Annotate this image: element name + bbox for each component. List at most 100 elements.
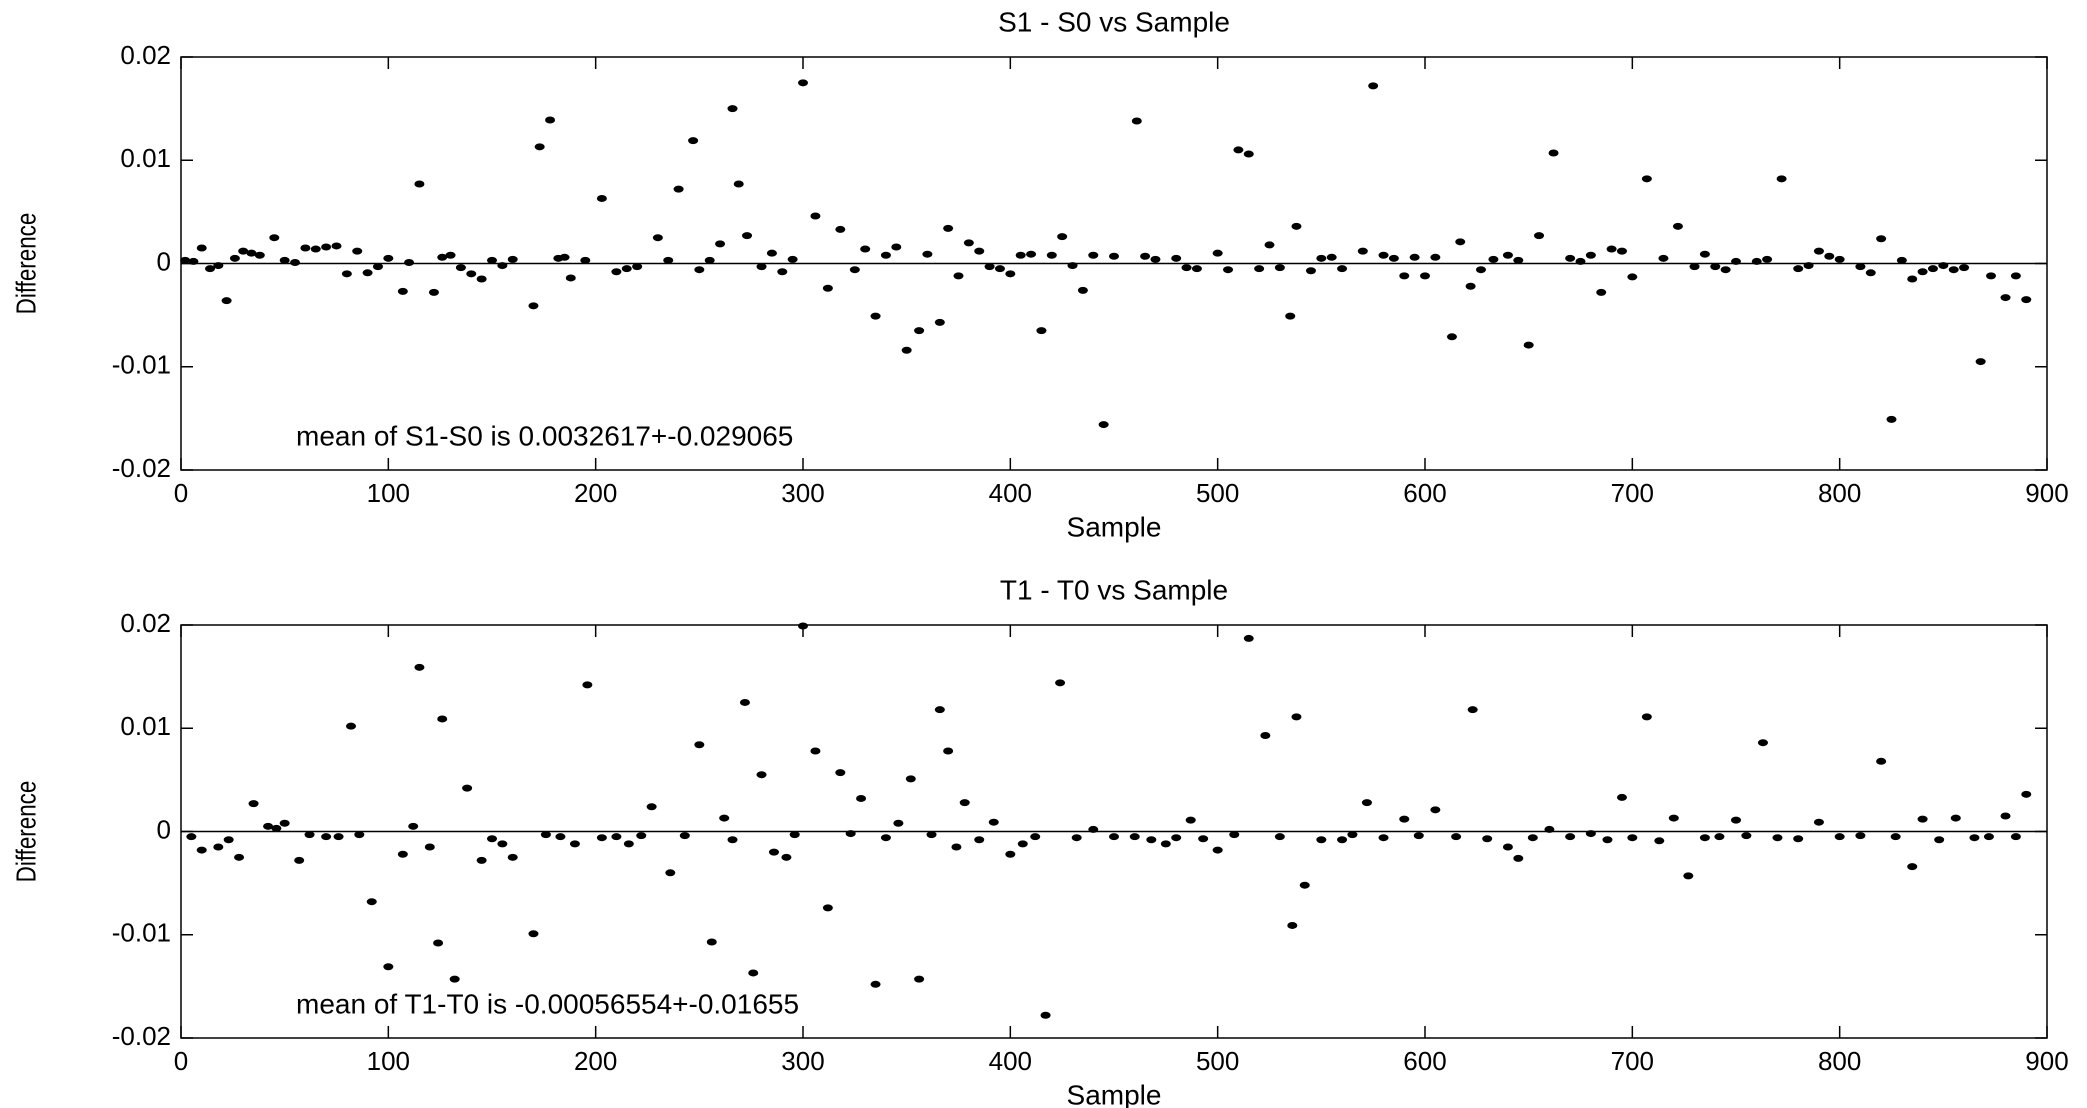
point xyxy=(1212,249,1223,257)
point xyxy=(2010,833,2021,841)
point xyxy=(1098,421,1109,429)
point xyxy=(715,240,726,248)
point xyxy=(880,251,891,259)
point xyxy=(1413,832,1424,840)
point xyxy=(1361,799,1372,807)
point xyxy=(673,185,684,193)
point xyxy=(1088,251,1099,259)
point xyxy=(352,247,363,255)
point xyxy=(704,256,715,264)
point xyxy=(1575,257,1586,265)
point xyxy=(186,833,197,841)
point xyxy=(1299,881,1310,889)
point xyxy=(856,794,867,802)
point xyxy=(756,263,767,271)
point xyxy=(300,244,311,252)
point xyxy=(742,232,753,240)
point xyxy=(1347,831,1358,839)
point xyxy=(733,180,744,188)
point xyxy=(1907,275,1918,283)
x-tick-label: 800 xyxy=(1818,478,1861,508)
x-tick-label: 0 xyxy=(174,478,188,508)
point xyxy=(424,843,435,851)
point xyxy=(951,843,962,851)
point xyxy=(1036,327,1047,335)
point xyxy=(213,843,224,851)
point xyxy=(1088,825,1099,833)
point xyxy=(1185,816,1196,824)
x-tick-label: 500 xyxy=(1196,1046,1239,1076)
point xyxy=(822,904,833,912)
point xyxy=(1534,232,1545,240)
point xyxy=(1757,739,1768,747)
point xyxy=(582,681,593,689)
x-tick-label: 700 xyxy=(1611,478,1654,508)
point xyxy=(528,302,539,310)
point xyxy=(294,856,305,864)
point xyxy=(213,262,224,270)
point xyxy=(1876,235,1887,243)
point xyxy=(860,245,871,253)
point xyxy=(1243,634,1254,642)
point xyxy=(2021,296,2032,304)
point xyxy=(901,346,912,354)
x-tick-label: 900 xyxy=(2025,478,2068,508)
point xyxy=(1793,265,1804,273)
y-tick-label: -0.02 xyxy=(112,453,171,483)
point xyxy=(310,245,321,253)
point xyxy=(1917,815,1928,823)
point xyxy=(445,251,456,259)
point xyxy=(1071,834,1082,842)
annotation: mean of T1-T0 is -0.00056554+-0.01655 xyxy=(296,988,799,1019)
point xyxy=(1513,256,1524,264)
point xyxy=(1212,846,1223,854)
point xyxy=(1146,836,1157,844)
point xyxy=(798,79,808,87)
point xyxy=(1067,262,1078,270)
point xyxy=(1467,706,1478,714)
point xyxy=(534,143,545,151)
point xyxy=(1896,256,1907,264)
point xyxy=(1233,146,1244,154)
x-tick-label: 200 xyxy=(574,1046,617,1076)
point xyxy=(810,747,821,755)
point xyxy=(466,270,477,278)
point xyxy=(1243,150,1254,158)
point xyxy=(1129,833,1140,841)
point xyxy=(1834,255,1845,263)
point xyxy=(487,835,497,843)
point xyxy=(943,747,954,755)
point xyxy=(238,247,249,255)
point xyxy=(727,105,738,113)
point xyxy=(1017,840,1028,848)
point xyxy=(437,715,448,723)
point xyxy=(1548,149,1559,157)
point xyxy=(1627,273,1638,281)
point xyxy=(1291,222,1302,230)
point xyxy=(994,265,1005,273)
point xyxy=(905,775,916,783)
point xyxy=(1689,263,1700,271)
point xyxy=(1824,252,1835,260)
point xyxy=(870,312,881,320)
point xyxy=(1834,833,1845,841)
point xyxy=(408,822,419,830)
point xyxy=(1606,245,1617,253)
y-tick-label: -0.02 xyxy=(112,1021,171,1051)
point xyxy=(180,256,191,264)
y-axis-label: Difference xyxy=(11,781,42,883)
y-tick-label: 0.02 xyxy=(120,608,171,638)
point xyxy=(1585,251,1596,259)
point xyxy=(188,257,199,265)
point xyxy=(914,327,925,335)
point xyxy=(1140,252,1151,260)
x-tick-label: 600 xyxy=(1403,478,1446,508)
point xyxy=(1005,850,1016,858)
point xyxy=(1274,833,1285,841)
point xyxy=(1983,833,1994,841)
y-axis-label: Difference xyxy=(11,213,42,315)
point xyxy=(449,975,460,983)
point xyxy=(290,258,301,266)
point xyxy=(1714,833,1725,841)
point xyxy=(1772,834,1783,842)
